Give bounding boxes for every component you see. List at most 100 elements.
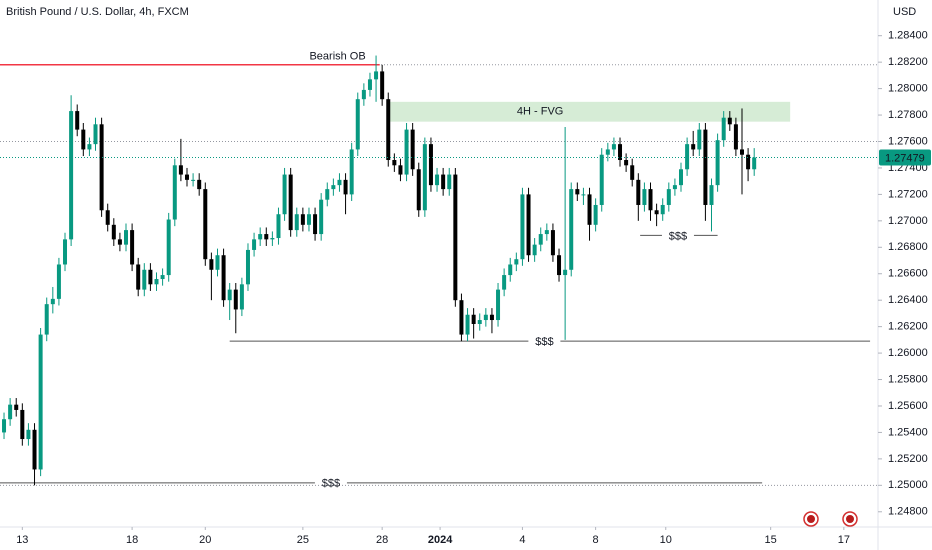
candle xyxy=(593,198,598,232)
candle-body xyxy=(587,194,592,225)
candle-body xyxy=(245,249,250,285)
candle-body xyxy=(642,189,647,205)
candle xyxy=(349,142,354,202)
candle-body xyxy=(38,334,43,470)
candle-body xyxy=(666,189,671,205)
candle-body xyxy=(184,174,189,180)
candle-body xyxy=(63,239,68,265)
candle-body xyxy=(319,199,324,235)
candle xyxy=(355,92,360,157)
candle xyxy=(325,182,330,207)
candle xyxy=(660,198,665,221)
candle xyxy=(557,248,562,282)
candle xyxy=(44,297,49,342)
x-tick-label: 25 xyxy=(297,534,309,546)
candle-body xyxy=(160,275,165,280)
y-tick-label: 1.27200 xyxy=(888,188,928,200)
candle xyxy=(93,117,98,151)
candle xyxy=(605,142,610,162)
candle xyxy=(154,272,159,291)
candle-body xyxy=(697,129,702,150)
y-tick-label: 1.26400 xyxy=(888,294,928,306)
candle xyxy=(477,313,482,331)
candle xyxy=(514,252,519,272)
candle-body xyxy=(306,214,311,225)
candle xyxy=(160,268,165,286)
flag-icon xyxy=(842,511,858,527)
candle xyxy=(227,282,232,321)
candle-body xyxy=(227,289,232,301)
candle-body xyxy=(197,179,202,190)
candle xyxy=(184,167,189,187)
y-tick-label: 1.24800 xyxy=(888,506,928,518)
candle-body xyxy=(124,230,129,245)
y-tick-label: 1.25200 xyxy=(888,453,928,465)
candle xyxy=(398,158,403,182)
candle-body xyxy=(276,214,281,239)
candle-body xyxy=(422,144,427,211)
candle xyxy=(63,232,68,272)
candle-body xyxy=(410,129,415,170)
candle xyxy=(148,263,153,291)
candle-body xyxy=(581,194,586,196)
candle xyxy=(32,423,37,486)
candle xyxy=(361,83,366,106)
candle xyxy=(117,232,122,252)
candle-body xyxy=(117,239,122,245)
candle xyxy=(99,117,104,217)
candle-body xyxy=(75,111,80,130)
candle-body xyxy=(685,144,690,170)
candle-body xyxy=(172,165,177,220)
candle-body xyxy=(526,194,531,256)
candle xyxy=(2,412,7,440)
candle-body xyxy=(239,284,244,310)
candle xyxy=(611,137,616,157)
candle xyxy=(672,178,677,196)
candle-body xyxy=(105,210,110,225)
candle xyxy=(142,263,147,297)
candle-body xyxy=(605,149,610,155)
candle-body xyxy=(593,204,598,225)
candle-body xyxy=(148,269,153,285)
candle xyxy=(581,187,586,205)
candle-body xyxy=(2,419,7,433)
candle-body xyxy=(99,124,104,211)
candle xyxy=(502,268,507,297)
candle-body xyxy=(20,409,25,440)
candle-body xyxy=(270,238,275,240)
candle-body xyxy=(386,99,391,161)
fvg-zone xyxy=(390,101,791,122)
flag-icon xyxy=(803,511,819,527)
candle xyxy=(544,223,549,241)
candle xyxy=(197,173,202,196)
y-tick-label: 1.28200 xyxy=(888,56,928,68)
x-tick-label: 18 xyxy=(126,534,138,546)
candle-body xyxy=(660,204,665,215)
candle xyxy=(746,148,751,182)
candle xyxy=(422,137,427,217)
candle-body xyxy=(300,214,305,225)
candle xyxy=(38,327,43,477)
candle xyxy=(697,122,702,157)
y-tick-label: 1.27000 xyxy=(888,215,928,227)
candle-body xyxy=(672,185,677,190)
candle-body xyxy=(343,179,348,195)
candle xyxy=(245,243,250,291)
candle xyxy=(258,227,263,246)
last-price-label: 1.27479 xyxy=(885,152,925,164)
candle-body xyxy=(538,234,543,245)
y-tick-label: 1.26800 xyxy=(888,241,928,253)
candle-body xyxy=(392,160,397,166)
candle xyxy=(331,178,336,196)
candle-body xyxy=(69,111,74,240)
candle-body xyxy=(215,255,220,270)
candle-body xyxy=(355,99,360,150)
candle-body xyxy=(739,149,744,155)
candle-body xyxy=(178,165,183,175)
candle xyxy=(685,137,690,176)
x-tick-label: 20 xyxy=(199,534,211,546)
fvg-label: 4H - FVG xyxy=(517,106,563,118)
candle xyxy=(343,173,348,215)
candle xyxy=(20,403,25,446)
candle xyxy=(520,187,525,266)
